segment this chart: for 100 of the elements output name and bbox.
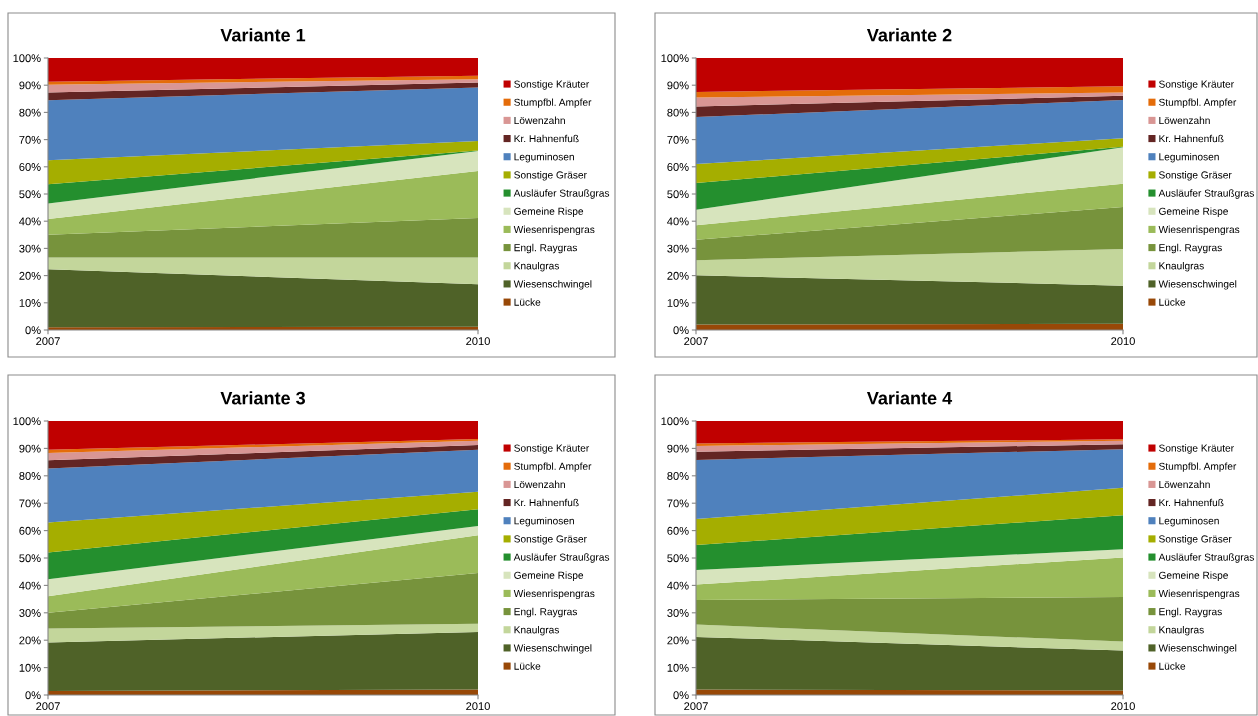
x-tick-label: 2010 (466, 702, 490, 711)
y-tick-label: 50% (667, 554, 689, 563)
y-tick-label: 20% (667, 271, 689, 280)
y-tick-label: 0% (673, 691, 689, 700)
series-label: Wiesenschwingel (513, 280, 592, 290)
legend-label: Leguminosen (514, 152, 574, 163)
y-tick-label: 40% (667, 581, 689, 590)
y-tick-label: 70% (19, 135, 41, 144)
legend-label: Wiesenrispengras (513, 589, 595, 600)
y-tick-label: 60% (667, 163, 689, 171)
legend-label: Sonstige Kräuter (514, 444, 590, 454)
y-tick-label: 80% (19, 108, 41, 117)
y-tick-label: 40% (667, 217, 689, 226)
legend-label: Sonstige Gräser (514, 535, 587, 545)
legend-label: Löwenzahn (1159, 116, 1210, 125)
y-tick-label: 50% (19, 554, 41, 563)
chart-title: Variante 2 (866, 28, 952, 42)
legend-label: Sonstige Gräser (1159, 171, 1232, 181)
y-tick-label: 80% (667, 108, 689, 117)
y-tick-label: 90% (667, 444, 689, 453)
legend-label: Wiesenrispengras (513, 225, 595, 236)
legend-label: Kr. Hahnenfuß (514, 134, 579, 143)
y-tick-label: 90% (19, 444, 41, 453)
legend-label: Leguminosen (1159, 516, 1219, 527)
y-tick-label: 10% (19, 663, 41, 672)
legend-label: Knaulgras (514, 261, 559, 272)
legend-label: Lücke (1159, 298, 1186, 306)
y-tick-label: 50% (667, 190, 689, 199)
y-tick-label: 10% (667, 299, 689, 307)
legend-label: Lücke (1159, 662, 1186, 670)
y-tick-label: 0% (25, 691, 41, 700)
legend-label: Wiesenrispengras (1158, 225, 1240, 236)
y-tick-label: 10% (667, 663, 689, 672)
legend-label: Lücke (514, 662, 541, 670)
legend-label: Löwenzahn (1159, 480, 1210, 489)
y-tick-label: 70% (667, 499, 689, 508)
y-tick-label: 30% (19, 244, 41, 253)
legend-label: Engl. Raygras (514, 243, 578, 254)
legend-label: Kr. Hahnenfuß (514, 498, 579, 507)
chart-title: Variante 3 (220, 391, 306, 405)
legend-label: Wiesenschwingel (513, 644, 592, 654)
legend-label: Ausläufer Straußgras (513, 189, 610, 199)
y-tick-label: 90% (667, 81, 689, 90)
y-tick-label: 90% (19, 81, 41, 90)
y-tick-label: 100% (13, 54, 41, 63)
y-tick-label: 60% (667, 526, 689, 535)
y-tick-label: 40% (19, 217, 41, 226)
y-tick-label: 20% (19, 271, 41, 280)
x-tick-label: 2010 (1111, 702, 1135, 711)
legend-label: Gemeine Rispe (1159, 207, 1228, 217)
legend-label: Ausläufer Straußgras (513, 553, 610, 563)
legend-label: Leguminosen (514, 516, 574, 527)
y-tick-label: 0% (673, 326, 689, 335)
legend-label: Knaulgras (1159, 625, 1204, 636)
legend-label: Gemeine Rispe (514, 571, 584, 581)
legend-label: Löwenzahn (514, 116, 565, 125)
y-tick-label: 0% (25, 326, 41, 335)
legend-label: Kr. Hahnenfuß (1159, 498, 1224, 507)
legend-label: Gemeine Rispe (514, 207, 584, 217)
y-tick-label: 20% (19, 636, 41, 645)
text: Kr. Hahnenfuß (1159, 134, 1224, 143)
y-tick-label: 70% (19, 499, 41, 508)
x-tick-label: 2007 (684, 337, 708, 346)
legend-label: Löwenzahn (514, 480, 565, 489)
legend-label: Stumpfbl. Ampfer (1159, 98, 1237, 108)
y-tick-label: 50% (19, 190, 41, 199)
text: Ausläufer Straußgras (1158, 553, 1254, 563)
y-tick-label: 20% (667, 636, 689, 645)
legend-label: Wiesenschwingel (1158, 644, 1237, 654)
legend-label: Ausläufer Straußgras (1158, 189, 1254, 199)
legend-label: Engl. Raygras (514, 607, 578, 618)
legend-label: Knaulgras (514, 625, 559, 636)
y-tick-label: 60% (19, 163, 41, 171)
legend-label: Gemeine Rispe (1159, 571, 1228, 581)
legend-label: Stumpfbl. Ampfer (514, 98, 592, 108)
text: Engl. Raygras (1159, 243, 1222, 254)
y-tick-label: 30% (667, 244, 689, 253)
legend-label: Wiesenschwingel (1158, 280, 1237, 290)
y-tick-label: 10% (19, 299, 41, 307)
y-tick-label: 80% (19, 472, 41, 480)
legend-label: Knaulgras (1159, 261, 1204, 272)
chart-title: Variante 4 (866, 391, 953, 405)
legend-label: Stumpfbl. Ampfer (514, 462, 592, 472)
y-tick-label: 30% (19, 609, 41, 617)
y-tick-label: 100% (661, 417, 689, 426)
y-tick-label: 100% (661, 54, 689, 63)
x-tick-label: 2007 (684, 702, 708, 711)
y-tick-label: 60% (19, 526, 41, 535)
legend-label: Leguminosen (1159, 152, 1219, 163)
y-tick-label: 70% (667, 135, 689, 144)
legend-label: Sonstige Kräuter (514, 80, 590, 90)
y-tick-label: 100% (13, 417, 41, 426)
x-tick-label: 2010 (1111, 337, 1135, 346)
legend-label: Sonstige Gräser (514, 171, 587, 181)
y-tick-label: 40% (19, 581, 41, 590)
legend-label: Engl. Raygras (1159, 607, 1222, 618)
legend-label: Lücke (514, 298, 541, 306)
legend-label: Wiesenrispengras (1158, 589, 1240, 600)
x-tick-label: 2010 (466, 337, 490, 346)
legend-label: Sonstige Kräuter (1159, 80, 1234, 90)
